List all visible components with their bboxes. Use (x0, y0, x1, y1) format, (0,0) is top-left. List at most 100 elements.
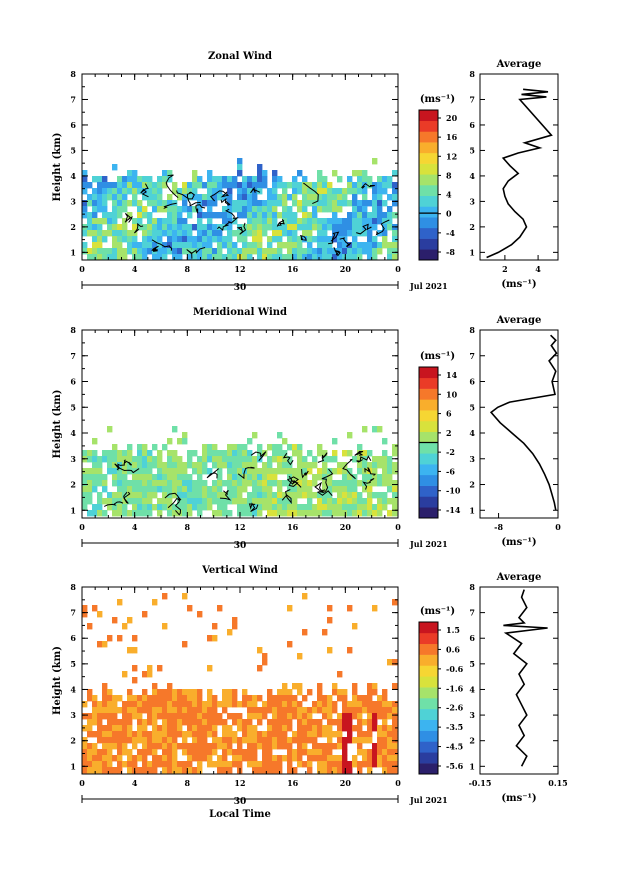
heatmap-cell (142, 224, 148, 231)
heatmap-cell (87, 254, 93, 261)
heatmap-cell (357, 188, 363, 195)
heatmap-cell (227, 242, 233, 249)
heatmap-cell (307, 719, 313, 726)
heatmap-cell (292, 218, 298, 225)
heatmap-cell (357, 480, 363, 487)
heatmap-cell (352, 510, 358, 517)
heatmap-cell (112, 218, 118, 225)
heatmap-cell (352, 456, 358, 463)
contour-line (217, 221, 231, 232)
heatmap-cell (112, 230, 118, 237)
colorbar-tick-label: 12 (446, 151, 457, 161)
heatmap-cell (157, 761, 163, 768)
heatmap-cell (122, 236, 128, 243)
contour-line (250, 186, 261, 194)
contour-line (220, 197, 231, 206)
heatmap-cell (182, 218, 188, 225)
heatmap-cell (357, 492, 363, 499)
colorbar-segment (419, 464, 438, 476)
heatmap-cell (257, 206, 263, 213)
heatmap-cell (237, 701, 243, 708)
colorbar-segment (419, 496, 438, 508)
heatmap-cell (367, 695, 373, 702)
heatmap-cell (347, 468, 353, 475)
heatmap-cell (342, 749, 348, 756)
colorbar-tick-label: -3.5 (446, 722, 463, 732)
heatmap-cell (317, 719, 323, 726)
heatmap-cell (197, 492, 203, 499)
heatmap-cell (327, 510, 333, 517)
heatmap-cell (97, 611, 103, 618)
colorbar-segment (419, 420, 438, 433)
heatmap-cell (277, 236, 283, 243)
heatmap-cell (377, 492, 383, 499)
heatmap-cell (377, 737, 383, 744)
heatmap-cell (267, 731, 273, 738)
heatmap-cell (162, 486, 168, 493)
heatmap-cell (257, 218, 263, 225)
heatmap-cell (107, 767, 113, 774)
heatmap-cell (182, 438, 188, 445)
colorbar-segment (419, 195, 438, 207)
heatmap-cell (167, 689, 173, 696)
heatmap-cell (267, 242, 273, 249)
heatmap-cell (372, 707, 378, 714)
heatmap-cell (167, 719, 173, 726)
heatmap-cell (342, 761, 348, 768)
heatmap-cell (182, 701, 188, 708)
heatmap-cell (362, 761, 368, 768)
heatmap-cell (137, 212, 143, 219)
heatmap-cell (392, 468, 398, 475)
heatmap-cell (332, 194, 338, 201)
heatmap-cell (167, 731, 173, 738)
heatmap-cell (272, 444, 278, 451)
heatmap-cell (182, 707, 188, 714)
heatmap-cell (132, 248, 138, 255)
heatmap-cell (362, 474, 368, 481)
heatmap-cell (357, 701, 363, 708)
heatmap-cell (277, 456, 283, 463)
heatmap-cell (242, 474, 248, 481)
heatmap-cell (252, 200, 258, 207)
heatmap-cell (172, 182, 178, 189)
heatmap-cell (212, 743, 218, 750)
heatmap-cell (287, 236, 293, 243)
heatmap-cell (332, 480, 338, 487)
colorbar-segment (419, 698, 438, 710)
heatmap-cell (167, 498, 173, 505)
heatmap-cell (187, 242, 193, 249)
heatmap-cell (252, 749, 258, 756)
heatmap-cell (277, 719, 283, 726)
heatmap-cell (92, 713, 98, 720)
heatmap-cell (357, 504, 363, 511)
heatmap-cell (272, 248, 278, 255)
heatmap-cell (97, 248, 103, 255)
heatmap-cell (147, 492, 153, 499)
heatmap-cell (367, 480, 373, 487)
heatmap-cell (372, 456, 378, 463)
heatmap-cell (237, 164, 243, 171)
heatmap-cell (197, 743, 203, 750)
y-tick-label: 5 (70, 145, 76, 155)
heatmap-cell (357, 749, 363, 756)
heatmap-cell (292, 701, 298, 708)
heatmap-cell (212, 456, 218, 463)
heatmap-cell (322, 767, 328, 774)
heatmap-cell (147, 176, 153, 183)
heatmap-cell (232, 480, 238, 487)
heatmap-cell (122, 498, 128, 505)
heatmap-cell (377, 749, 383, 756)
heatmap-cell (212, 749, 218, 756)
heatmap-cell (227, 468, 233, 475)
heatmap-cell (317, 743, 323, 750)
heatmap-cell (287, 605, 293, 612)
heatmap-cell (207, 206, 213, 213)
heatmap-cell (222, 206, 228, 213)
heatmap-cell (312, 743, 318, 750)
heatmap-cell (307, 468, 313, 475)
colorbar-segment (419, 120, 438, 132)
heatmap-cell (322, 743, 328, 750)
heatmap-cell (272, 182, 278, 189)
profile-frame (479, 73, 559, 261)
heatmap-cell (387, 510, 393, 517)
